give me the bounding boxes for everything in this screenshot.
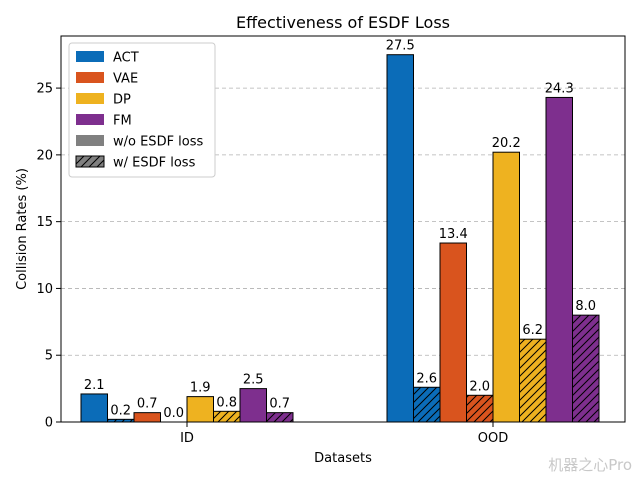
y-tick-label: 15 [36, 215, 53, 230]
y-axis-label: Collision Rates (%) [15, 168, 30, 290]
bar-value-label: 2.6 [416, 371, 437, 386]
bar-value-label: 6.2 [522, 323, 543, 338]
bar-vae-wo-esdf-ood [439, 242, 467, 423]
bar-value-label: 0.2 [110, 403, 131, 418]
bar-value-label: 0.8 [216, 395, 237, 410]
x-tick-label: OOD [478, 431, 508, 446]
bar-value-label: 20.2 [492, 136, 521, 151]
legend-swatch [76, 93, 104, 104]
y-tick-label: 5 [45, 349, 53, 364]
legend-box [68, 42, 216, 178]
y-tick-label: 0 [45, 416, 53, 431]
bar-act-wo-esdf-id [80, 393, 108, 423]
bar-value-label: 1.9 [190, 381, 211, 396]
bar-dp-wo-esdf-id [186, 396, 214, 423]
bar-value-label: 2.5 [243, 373, 264, 388]
bar-fm-wo-esdf-id [239, 388, 267, 423]
chart-title: Effectiveness of ESDF Loss [236, 13, 450, 32]
bar-hatch [213, 411, 240, 422]
legend-label: w/ ESDF loss [113, 156, 196, 171]
bar-value-label: 24.3 [545, 81, 574, 96]
bar-hatch [413, 387, 440, 422]
x-axis-label: Datasets [314, 451, 372, 466]
legend-label: FM [113, 114, 132, 129]
legend-label: ACT [113, 51, 139, 66]
bar-value-label: 0.7 [137, 397, 158, 412]
bar-dp-wo-esdf-ood [492, 151, 520, 423]
y-tick-label: 20 [36, 148, 53, 163]
x-tick-label: ID [180, 431, 194, 446]
bar-value-label: 2.0 [469, 379, 490, 394]
legend-swatch-hatch [76, 156, 104, 167]
bar-value-label: 13.4 [439, 227, 468, 242]
legend-label: VAE [113, 72, 138, 87]
bar-hatch [466, 395, 493, 422]
plot-frame [60, 35, 626, 423]
bar-value-label: 27.5 [386, 39, 415, 54]
y-axis: 0 5 10 15 20 25 [36, 82, 61, 431]
y-tick-label: 10 [36, 282, 53, 297]
legend-swatch [76, 72, 104, 83]
bar-value-label: 0.0 [163, 406, 184, 421]
bar-act-wo-esdf-ood [386, 54, 414, 423]
bar-hatch [572, 315, 599, 422]
bar-value-label: 8.0 [575, 299, 596, 314]
bar-labels: 2.1 0.2 0.7 0.0 1.9 0.8 2.5 0.7 27.5 2.6 13.4 2.0 20… [84, 39, 596, 421]
legend-label: w/o ESDF loss [113, 135, 204, 150]
bar-value-label: 0.7 [269, 397, 290, 412]
legend-swatch [76, 51, 104, 62]
bar-hatch [266, 412, 293, 422]
legend: ACT VAE DP FM w/o ESDF loss w/ ESDF loss [68, 42, 216, 178]
legend-swatch [76, 114, 104, 125]
bar-hatch [107, 419, 134, 422]
bar-vae-wo-esdf-id [133, 412, 161, 423]
bar-hatch [519, 339, 546, 422]
legend-swatch [76, 135, 104, 146]
bars [80, 54, 600, 423]
y-tick-label: 25 [36, 82, 53, 97]
legend-label: DP [113, 93, 131, 108]
bar-value-label: 2.1 [84, 378, 105, 393]
x-axis: ID OOD [180, 422, 508, 446]
bar-fm-wo-esdf-ood [545, 96, 573, 423]
watermark: 机器之心Pro [548, 456, 632, 474]
